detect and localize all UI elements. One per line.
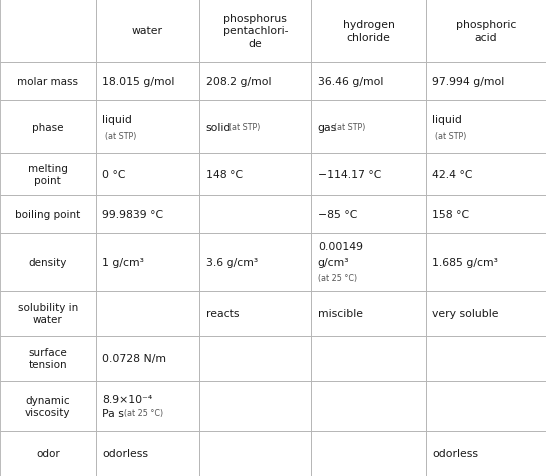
Bar: [311, 101, 426, 153]
Bar: [311, 431, 426, 476]
Text: −85 °C: −85 °C: [318, 210, 357, 220]
Bar: [96, 196, 199, 234]
Bar: [426, 336, 546, 381]
Bar: [199, 0, 311, 62]
Bar: [311, 62, 426, 101]
Bar: [426, 291, 546, 336]
Text: 97.994 g/mol: 97.994 g/mol: [432, 77, 505, 87]
Bar: [96, 101, 199, 153]
Bar: [0, 0, 96, 62]
Text: 0.00149: 0.00149: [318, 241, 363, 251]
Bar: [96, 381, 199, 431]
Text: phosphorus
pentachlori-
de: phosphorus pentachlori- de: [223, 14, 288, 49]
Text: solubility in
water: solubility in water: [17, 302, 78, 325]
Bar: [311, 153, 426, 196]
Text: phosphoric
acid: phosphoric acid: [456, 20, 516, 42]
Text: 0 °C: 0 °C: [102, 170, 126, 180]
Bar: [426, 153, 546, 196]
Text: odorless: odorless: [102, 448, 148, 458]
Bar: [311, 0, 426, 62]
Bar: [426, 0, 546, 62]
Text: odorless: odorless: [432, 448, 478, 458]
Bar: [0, 431, 96, 476]
Text: −114.17 °C: −114.17 °C: [318, 170, 381, 180]
Text: 1 g/cm³: 1 g/cm³: [102, 257, 144, 267]
Bar: [199, 431, 311, 476]
Text: 42.4 °C: 42.4 °C: [432, 170, 473, 180]
Bar: [0, 336, 96, 381]
Bar: [426, 62, 546, 101]
Bar: [0, 101, 96, 153]
Text: 148 °C: 148 °C: [206, 170, 243, 180]
Text: solid: solid: [206, 122, 231, 132]
Bar: [0, 381, 96, 431]
Bar: [96, 234, 199, 291]
Text: (at STP): (at STP): [105, 132, 136, 141]
Text: 1.685 g/cm³: 1.685 g/cm³: [432, 257, 498, 267]
Bar: [311, 234, 426, 291]
Bar: [96, 0, 199, 62]
Bar: [96, 291, 199, 336]
Text: (at 25 °C): (at 25 °C): [318, 274, 357, 283]
Bar: [311, 336, 426, 381]
Bar: [199, 381, 311, 431]
Bar: [0, 153, 96, 196]
Text: very soluble: very soluble: [432, 308, 499, 318]
Text: liquid: liquid: [432, 114, 462, 124]
Text: 208.2 g/mol: 208.2 g/mol: [206, 77, 271, 87]
Bar: [0, 62, 96, 101]
Bar: [311, 291, 426, 336]
Text: (at STP): (at STP): [229, 123, 260, 132]
Text: 18.015 g/mol: 18.015 g/mol: [102, 77, 175, 87]
Text: density: density: [28, 257, 67, 267]
Text: 36.46 g/mol: 36.46 g/mol: [318, 77, 383, 87]
Bar: [311, 381, 426, 431]
Text: gas: gas: [318, 122, 337, 132]
Bar: [199, 62, 311, 101]
Bar: [426, 196, 546, 234]
Text: water: water: [132, 26, 163, 36]
Text: 158 °C: 158 °C: [432, 210, 470, 220]
Text: (at STP): (at STP): [334, 123, 365, 132]
Text: 3.6 g/cm³: 3.6 g/cm³: [206, 257, 258, 267]
Text: 8.9×10⁻⁴: 8.9×10⁻⁴: [102, 394, 152, 404]
Text: (at STP): (at STP): [435, 132, 466, 141]
Text: odor: odor: [36, 448, 60, 458]
Bar: [199, 153, 311, 196]
Text: g/cm³: g/cm³: [318, 257, 349, 267]
Bar: [0, 196, 96, 234]
Bar: [96, 431, 199, 476]
Bar: [426, 101, 546, 153]
Bar: [96, 153, 199, 196]
Text: liquid: liquid: [102, 114, 132, 124]
Bar: [199, 101, 311, 153]
Bar: [96, 62, 199, 101]
Text: Pa s: Pa s: [102, 408, 124, 418]
Text: phase: phase: [32, 122, 63, 132]
Bar: [0, 291, 96, 336]
Text: reacts: reacts: [206, 308, 239, 318]
Text: hydrogen
chloride: hydrogen chloride: [342, 20, 395, 42]
Bar: [0, 234, 96, 291]
Text: melting
point: melting point: [28, 164, 68, 186]
Bar: [426, 431, 546, 476]
Text: boiling point: boiling point: [15, 210, 80, 220]
Bar: [199, 336, 311, 381]
Bar: [311, 196, 426, 234]
Text: molar mass: molar mass: [17, 77, 78, 87]
Text: 99.9839 °C: 99.9839 °C: [102, 210, 163, 220]
Bar: [199, 196, 311, 234]
Bar: [199, 291, 311, 336]
Text: 0.0728 N/m: 0.0728 N/m: [102, 354, 166, 364]
Bar: [426, 381, 546, 431]
Text: surface
tension: surface tension: [28, 347, 67, 370]
Text: dynamic
viscosity: dynamic viscosity: [25, 395, 70, 417]
Text: (at 25 °C): (at 25 °C): [123, 408, 163, 417]
Text: miscible: miscible: [318, 308, 363, 318]
Bar: [199, 234, 311, 291]
Bar: [96, 336, 199, 381]
Bar: [426, 234, 546, 291]
